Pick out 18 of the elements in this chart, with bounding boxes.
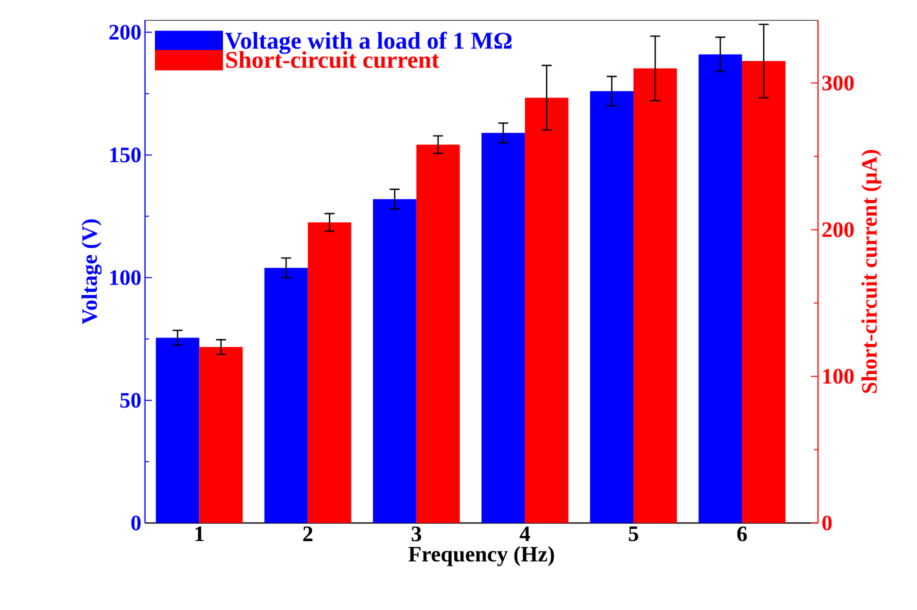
y-tick-label: 100	[110, 270, 141, 286]
y2-tick-label: 100	[823, 368, 854, 384]
x-tick-label: 4	[520, 526, 530, 541]
y2-tick-label: 200	[822, 222, 854, 238]
y-tick-label: 0	[131, 516, 141, 530]
x-tick-label: 5	[628, 526, 638, 542]
y2-axis-title: Short-circuit current (μA)	[861, 150, 882, 393]
x-tick-label: 3	[412, 526, 422, 542]
y-tick-label: 50	[120, 392, 141, 408]
x-tick-label: 6	[737, 526, 747, 542]
x-tick-label: 1	[196, 526, 204, 542]
y2-tick-label: 0	[822, 516, 832, 530]
y-tick-label: 200	[109, 24, 141, 40]
x-tick-label: 2	[303, 526, 312, 542]
y2-tick-label: 300	[822, 76, 854, 90]
x-axis-title: Frequency (Hz)	[408, 546, 554, 566]
y-tick-label: 150	[110, 148, 141, 162]
y-axis-title: Voltage (V)	[82, 219, 102, 324]
